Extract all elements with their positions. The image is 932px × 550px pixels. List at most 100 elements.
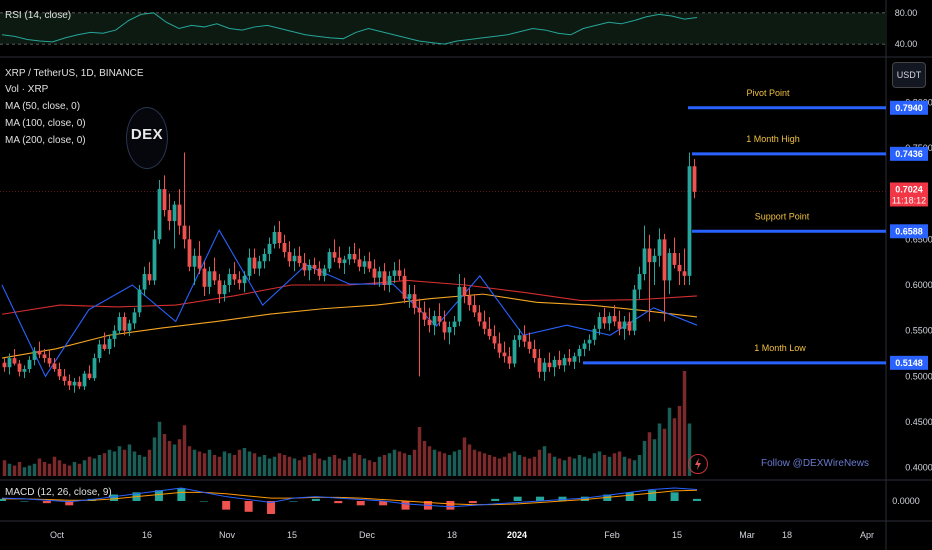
volume-bar	[432, 449, 437, 476]
volume-bar	[17, 462, 22, 476]
candle	[532, 348, 537, 359]
candle	[542, 362, 547, 372]
macd-histogram-bar	[468, 501, 477, 504]
macd-tick: 0.0000	[892, 496, 920, 506]
volume-bar	[42, 462, 47, 476]
volume-bar	[677, 406, 682, 476]
candle	[402, 275, 407, 299]
candle	[332, 252, 337, 258]
volume-bar	[492, 456, 497, 476]
volume-bar	[382, 455, 387, 476]
time-tick-label: 2024	[507, 530, 527, 540]
candle	[117, 316, 122, 331]
candle	[427, 319, 432, 326]
volume-bar	[77, 463, 82, 476]
volume-bar	[617, 451, 622, 476]
macd-histogram-bar	[513, 496, 522, 501]
volume-bar	[72, 462, 77, 476]
candle	[112, 330, 117, 339]
candle	[432, 316, 437, 326]
volume-bar	[207, 449, 212, 476]
volume-bar	[222, 451, 227, 476]
current-price-tag	[890, 182, 928, 207]
volume-bar	[687, 423, 692, 476]
candle	[307, 264, 312, 271]
macd-histogram-bar	[65, 501, 74, 506]
candle	[272, 232, 277, 244]
candle	[157, 189, 162, 240]
candle	[552, 359, 557, 368]
level-value: 0.6588	[895, 226, 923, 236]
volume-bar	[532, 456, 537, 476]
volume-bar	[352, 453, 357, 476]
candle	[527, 341, 532, 349]
volume-bar	[367, 460, 372, 476]
candle	[147, 274, 152, 281]
ma200-line	[1, 279, 698, 315]
candle	[642, 248, 647, 275]
volume-bar	[487, 455, 492, 476]
volume-bar	[362, 458, 367, 476]
volume-bar	[602, 455, 607, 476]
candle	[212, 271, 217, 281]
candle	[467, 295, 472, 306]
volume-bar	[527, 458, 532, 476]
level-tag	[890, 355, 928, 370]
volume-bar	[37, 458, 42, 476]
level-tag	[890, 224, 928, 239]
candle	[417, 307, 422, 313]
candle	[132, 312, 137, 324]
volume-bar	[312, 453, 317, 476]
volume-bar	[587, 458, 592, 476]
volume-bar	[387, 453, 392, 476]
macd-histogram-bar	[648, 490, 657, 501]
candle	[372, 268, 377, 278]
candle	[407, 294, 412, 299]
candle	[387, 275, 392, 285]
volume-bar	[97, 455, 102, 476]
volume-bar	[607, 456, 612, 476]
volume-bar	[67, 465, 72, 476]
volume-bar	[177, 439, 182, 476]
candle	[42, 354, 47, 359]
volume-bar	[117, 446, 122, 476]
candle	[227, 274, 232, 285]
price-tick-label: 0.6500	[905, 234, 932, 244]
volume-bar	[212, 455, 217, 476]
volume-bar	[132, 451, 137, 476]
volume-bar	[302, 456, 307, 476]
candle	[592, 328, 597, 340]
candle	[672, 253, 677, 265]
candle	[312, 264, 317, 269]
candle	[2, 362, 7, 368]
candle	[137, 289, 142, 313]
volume-bar	[12, 465, 17, 476]
candle	[237, 279, 242, 284]
macd-histogram-bar	[446, 501, 455, 510]
candle	[262, 253, 267, 262]
candle	[82, 373, 87, 387]
candle	[342, 259, 347, 264]
candle	[362, 261, 367, 267]
current-price-value: 0.7024	[895, 184, 923, 194]
volume-bar	[562, 460, 567, 476]
level-name: 1 Month High	[746, 134, 800, 144]
currency-button[interactable]: USDT	[892, 62, 926, 88]
volume-bar	[552, 456, 557, 476]
candle	[472, 305, 477, 313]
candle	[122, 316, 127, 331]
volume-bar	[107, 449, 112, 476]
candle	[587, 339, 592, 344]
ma100-legend: MA (100, close, 0)	[5, 118, 86, 129]
volume-bar	[282, 455, 287, 476]
candle	[197, 255, 202, 269]
lightning-icon[interactable]	[688, 454, 708, 474]
candle	[152, 239, 157, 281]
candle	[612, 316, 617, 322]
time-tick-label: 16	[142, 530, 152, 540]
volume-bar	[642, 441, 647, 476]
macd-histogram-bar	[177, 488, 186, 501]
candle	[172, 204, 177, 222]
candle	[617, 321, 622, 329]
